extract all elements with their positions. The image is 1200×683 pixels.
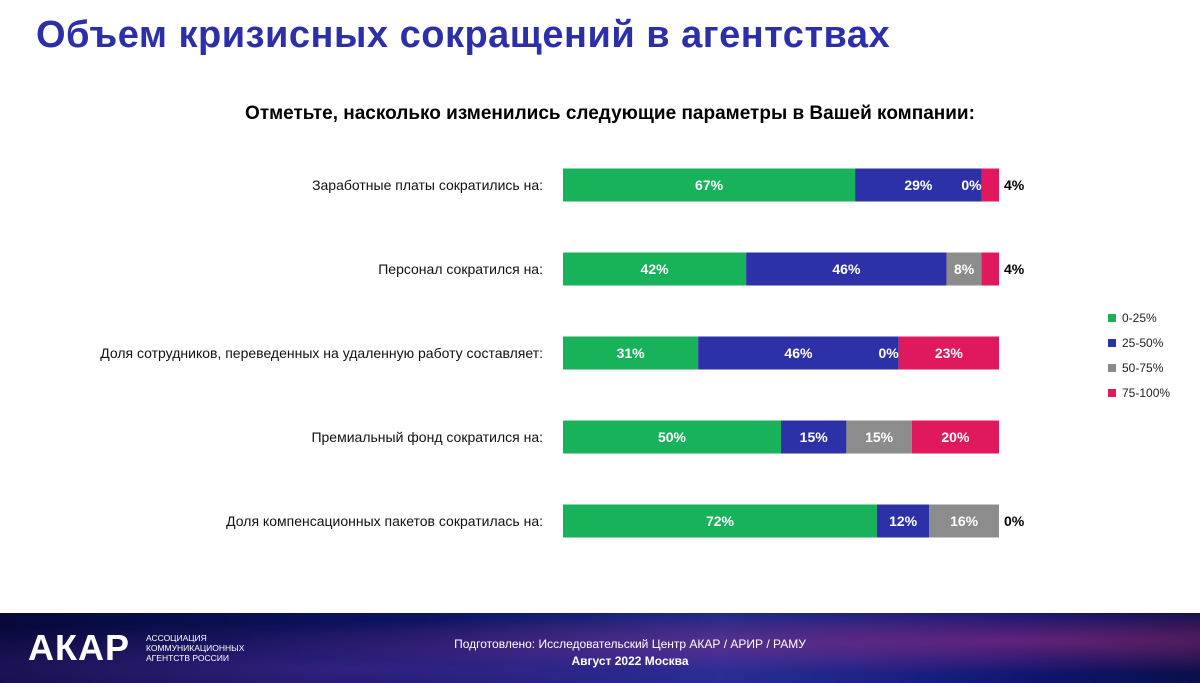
- bar-segment: [746, 252, 947, 286]
- footer-credits: Подготовлено: Исследовательский Центр АК…: [454, 637, 806, 651]
- bar-segment: [563, 420, 781, 454]
- stacked-bar-chart: Заработные платы сократились на: 67% 29% 0%…: [100, 168, 1025, 538]
- legend-item: 25-50%: [1108, 330, 1170, 355]
- logo-subtitle: Ассоциация коммуникационных агентств Рос…: [146, 633, 244, 663]
- bar-segment: [911, 420, 999, 454]
- page-title: Объем кризисных сокращений в агентствах: [36, 14, 891, 56]
- legend-swatch: [1108, 313, 1116, 322]
- legend-item: 75-100%: [1108, 380, 1170, 405]
- bar-segment: [846, 420, 912, 454]
- legend-item: 50-75%: [1108, 355, 1170, 380]
- data-label: 12%: [889, 513, 918, 529]
- legend-swatch: [1108, 363, 1116, 372]
- legend-item: 0-25%: [1108, 305, 1170, 330]
- legend-label: 75-100%: [1122, 385, 1171, 400]
- data-label: 72%: [706, 513, 735, 529]
- chart-subtitle: Отметьте, насколько изменились следующие…: [245, 103, 975, 124]
- category-label: Персонал сократился на:: [378, 261, 543, 277]
- data-label: 50%: [658, 429, 687, 445]
- data-label: 4%: [1004, 261, 1025, 277]
- bar-segment: [898, 336, 999, 370]
- data-label: 42%: [641, 261, 670, 277]
- bar-segment: [981, 252, 999, 286]
- data-label: 15%: [865, 429, 894, 445]
- data-label: 31%: [617, 345, 646, 361]
- data-label: 23%: [935, 345, 964, 361]
- legend-label: 0-25%: [1122, 310, 1157, 325]
- logo-subtitle-line: агентств России: [146, 653, 229, 663]
- data-label: 0%: [1004, 513, 1025, 529]
- legend-swatch: [1108, 388, 1116, 397]
- data-label: 4%: [1004, 177, 1025, 193]
- category-label: Заработные платы сократились на:: [312, 177, 543, 193]
- data-label: 29%: [904, 177, 933, 193]
- legend-label: 50-75%: [1122, 360, 1164, 375]
- data-label: 0%: [878, 345, 899, 361]
- category-label: Премиальный фонд сократился на:: [311, 429, 543, 445]
- bar-segment: [698, 336, 899, 370]
- data-label: 0%: [961, 177, 982, 193]
- bar-segment: [929, 504, 999, 538]
- footer: АКАР Ассоциация коммуникационных агентст…: [0, 613, 1200, 683]
- chart-legend: 0-25% 25-50% 50-75% 75-100%: [1108, 305, 1170, 405]
- bar-segment: [563, 168, 856, 202]
- bar-segment: [855, 168, 982, 202]
- data-label: 16%: [950, 513, 979, 529]
- data-label: 15%: [800, 429, 829, 445]
- data-label: 67%: [695, 177, 724, 193]
- bar-segment: [563, 336, 699, 370]
- category-label: Доля компенсационных пакетов сократилась…: [226, 513, 543, 529]
- bar-segment: [876, 504, 930, 538]
- data-label: 20%: [941, 429, 970, 445]
- data-label: 46%: [784, 345, 813, 361]
- bar-segment: [781, 420, 847, 454]
- category-label: Доля сотрудников, переведенных на удален…: [100, 345, 543, 361]
- bar-segment: [563, 504, 877, 538]
- bar-segment: [981, 168, 999, 202]
- footer-date: Август 2022 Москва: [571, 654, 689, 668]
- data-label: 46%: [832, 261, 861, 277]
- data-label: 8%: [954, 261, 975, 277]
- bar-segment: [563, 252, 747, 286]
- legend-swatch: [1108, 338, 1116, 347]
- logo-subtitle-line: коммуникационных: [146, 643, 245, 653]
- akar-logo: АКАР: [28, 627, 130, 668]
- logo-subtitle-line: Ассоциация: [146, 633, 207, 643]
- legend-label: 25-50%: [1122, 335, 1164, 350]
- bar-segment: [946, 252, 982, 286]
- footer-background: [0, 613, 1200, 683]
